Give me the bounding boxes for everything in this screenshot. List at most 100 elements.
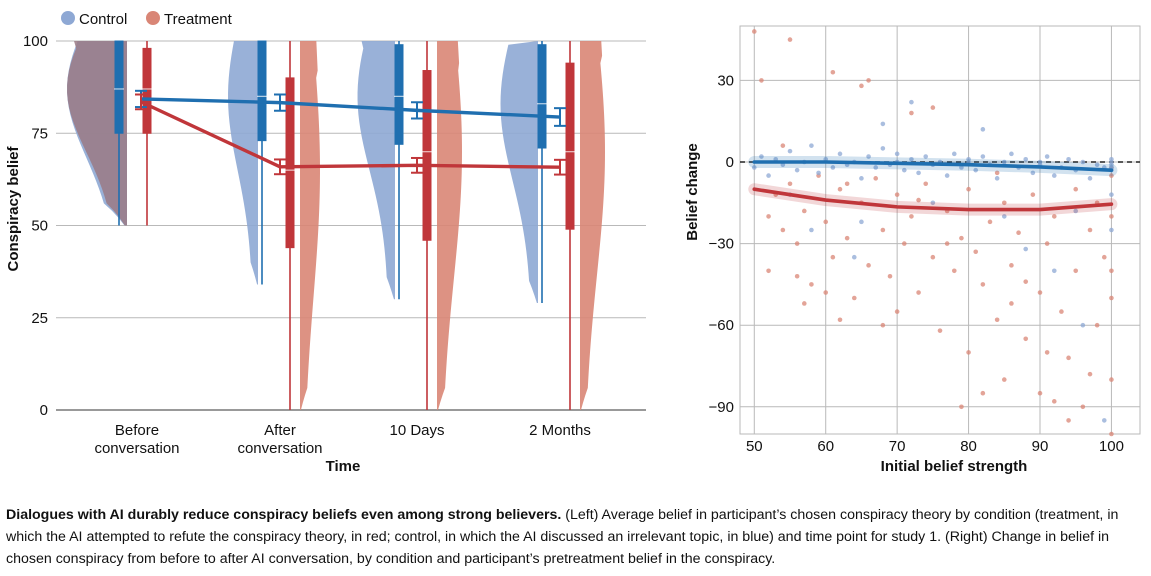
scatter-point-treatment [823, 290, 829, 295]
scatter-point-treatment [1001, 377, 1007, 382]
scatter-point-treatment [801, 301, 807, 306]
violin-control [500, 41, 538, 303]
trend-line-control [752, 160, 1114, 172]
scatter-point-control [909, 156, 914, 162]
x-axis-title: Initial belief strength [881, 458, 1028, 475]
scatter-point-treatment [859, 83, 864, 89]
scatter-point-treatment [1037, 390, 1043, 396]
scatter-point-control [1023, 246, 1029, 252]
scatter-point-treatment [830, 254, 836, 260]
box-treatment [422, 70, 432, 241]
scatter-point-treatment [787, 181, 793, 187]
scatter-point-control [901, 167, 907, 173]
scatter-point-control [980, 127, 986, 132]
scatter-point-control [1080, 322, 1086, 328]
scatter-point-treatment [1087, 371, 1093, 377]
scatter-point-treatment [1087, 227, 1093, 233]
scatter-point-treatment [880, 227, 886, 233]
scatter-point-treatment [759, 78, 764, 83]
scatter-point-treatment [823, 219, 829, 225]
scatter-point-treatment [937, 328, 943, 333]
scatter-point-treatment [1080, 404, 1086, 410]
box-control [257, 40, 267, 142]
y-tick-label: 25 [31, 310, 48, 327]
scatter-point-control [994, 176, 1000, 181]
scatter-point-treatment [1073, 268, 1079, 274]
scatter-point-control [759, 154, 764, 159]
scatter-point-treatment [930, 254, 936, 260]
scatter-point-treatment [959, 404, 964, 410]
scatter-point-control [1001, 159, 1007, 165]
scatter-point-control [1051, 268, 1057, 274]
scatter-point-treatment [909, 110, 914, 116]
scatter-point-treatment [766, 214, 771, 219]
scatter-point-control [809, 143, 814, 148]
scatter-point-treatment [1059, 309, 1064, 314]
scatter-point-control [1109, 192, 1114, 197]
box-control [394, 44, 404, 145]
scatter-point-control [766, 173, 771, 178]
scatter-point-treatment [1101, 254, 1107, 260]
scatter-point-treatment [830, 69, 836, 75]
scatter-point-treatment [1109, 295, 1114, 301]
scatter-point-control [1001, 214, 1007, 219]
trend-line-treatment [752, 187, 1114, 212]
scatter-point-treatment [1109, 173, 1114, 178]
scatter-point-control [1030, 170, 1036, 176]
y-tick-label: 0 [40, 402, 48, 419]
scatter-point-control [859, 219, 864, 225]
scatter-point-control [1101, 418, 1107, 423]
scatter-point-treatment [837, 186, 843, 192]
left-axes: 0255075100BeforeconversationAfterconvers… [5, 33, 591, 475]
x-tick-label: Before [115, 422, 159, 439]
scatter-point-treatment [1023, 336, 1029, 342]
scatter-point-treatment [766, 268, 771, 274]
scatter-point-control [873, 165, 879, 170]
mean-line-treatment [140, 100, 561, 169]
scatter-point-control [1066, 156, 1071, 162]
scatter-point-treatment [880, 322, 886, 328]
scatter-point-control [916, 170, 921, 176]
y-tick-label: 30 [717, 72, 734, 89]
violin-treatment [300, 41, 320, 410]
violin-treatment [67, 41, 127, 226]
x-tick-label: conversation [237, 440, 322, 457]
legend-label-control: Control [79, 11, 127, 28]
legend-swatch-control [61, 11, 75, 25]
x-tick-label: 60 [817, 438, 834, 455]
scatter-point-control [859, 176, 864, 181]
scatter-point-control [1051, 173, 1057, 178]
scatter-point-control [809, 227, 814, 233]
scatter-point-treatment [1023, 279, 1029, 284]
legend: Control Treatment [61, 11, 233, 28]
scatter-point-treatment [959, 235, 964, 241]
box-treatment [285, 77, 295, 249]
scatter-point-treatment [809, 282, 814, 287]
scatter-point-treatment [980, 390, 986, 396]
scatter-point-control [830, 165, 836, 170]
scatter-point-control [980, 154, 986, 159]
scatter-point-control [837, 151, 843, 157]
x-axis-title: Time [326, 458, 361, 475]
scatter-point-treatment [944, 241, 950, 246]
scatter-point-treatment [794, 241, 800, 246]
y-axis-title: Conspiracy belief [5, 145, 22, 271]
y-tick-label: 0 [726, 154, 734, 171]
scatter-point-treatment [951, 268, 957, 274]
right-gridlines [739, 25, 1141, 435]
y-tick-label: 50 [31, 218, 48, 235]
scatter-point-treatment [894, 192, 900, 197]
scatter-point-treatment [916, 197, 921, 203]
legend-label-treatment: Treatment [164, 11, 233, 28]
scatter-point-control [787, 148, 793, 154]
y-tick-label: 100 [23, 33, 48, 50]
violin-treatment [437, 41, 462, 410]
scatter-point-treatment [1037, 290, 1043, 295]
scatter-point-control [1109, 156, 1114, 162]
scatter-point-treatment [887, 273, 893, 279]
caption-body: (Left) Average belief in participant’s c… [6, 507, 1119, 567]
scatter-point-treatment [1066, 418, 1071, 423]
right-chart: 50 60 70 80 90 100 30 0 −30 −60 −90 Initial belief … [684, 25, 1141, 475]
scatter-point-treatment [1001, 200, 1007, 206]
scatter-point-treatment [837, 317, 843, 323]
